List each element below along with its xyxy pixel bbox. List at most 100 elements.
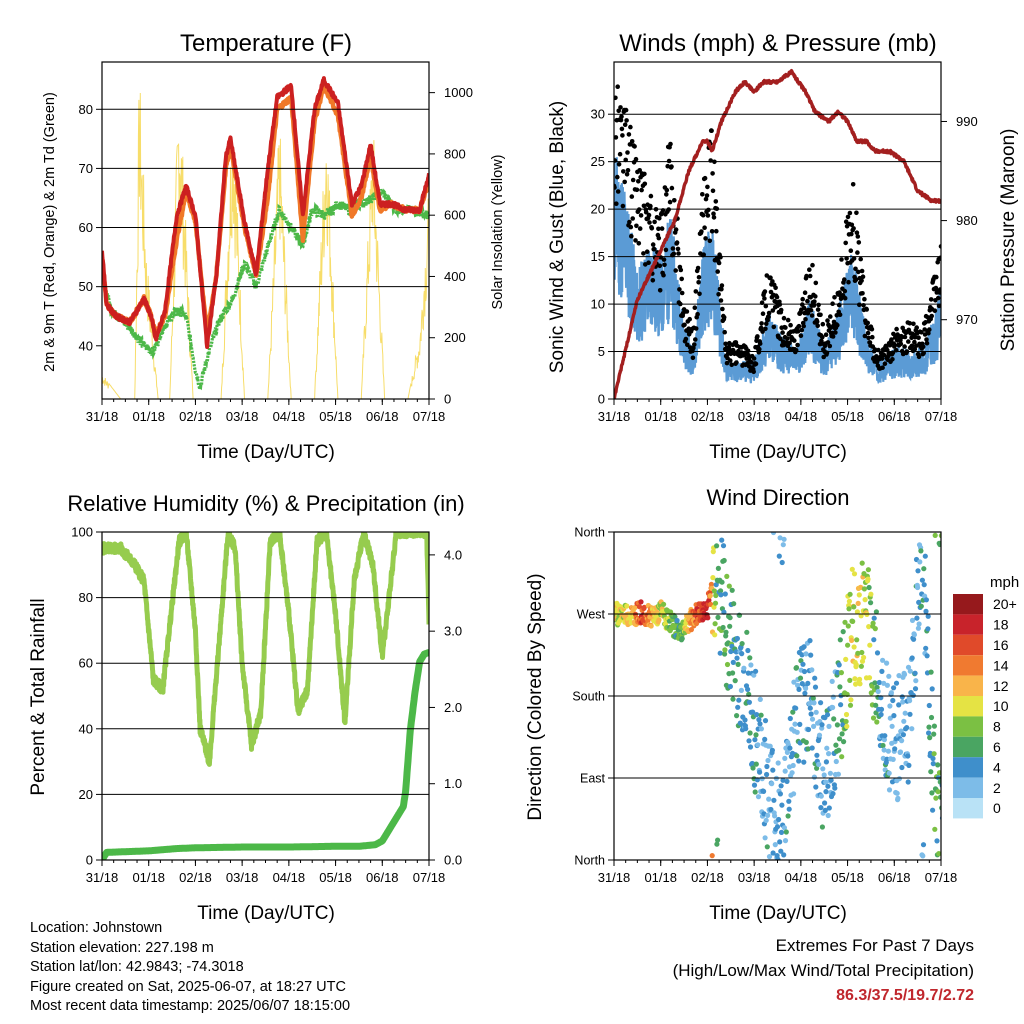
gust-point [706,207,711,213]
direction-point [736,612,743,618]
direction-point [926,724,932,730]
gust-point [614,185,617,190]
speed-legend-label: 16 [993,637,1009,653]
gust-point [768,275,773,281]
gust-point [648,193,654,199]
direction-ytick-label: East [580,772,606,786]
temperature-plot-area [102,76,429,399]
direction-point [878,706,885,713]
gust-point [623,107,629,113]
gust-point [713,199,719,204]
speed-legend-label: 20+ [993,596,1017,612]
direction-xtick-label: 03/18 [738,870,771,885]
direction-point [780,777,786,783]
direction-point [787,745,793,751]
direction-point [888,690,895,696]
direction-point [859,649,865,656]
gust-point [846,279,851,285]
direction-point [910,692,916,699]
gust-point [833,330,838,335]
speed-legend: mph 20+ 18 16 14 12 10 8 6 4 2 0 [953,574,1019,819]
direction-point [782,768,788,774]
gust-point [679,276,684,282]
gust-point [823,332,829,338]
gust-point [894,326,899,332]
direction-point [812,684,819,690]
direction-point [830,704,836,711]
direction-point [757,721,763,727]
gust-point [650,242,656,247]
gust-point [723,341,728,347]
gust-point [664,192,669,197]
speed-legend-label: 14 [993,657,1009,673]
dewpoint-line [102,185,429,391]
direction-point [753,732,759,738]
gust-point [843,219,849,224]
direction-point [835,669,841,676]
direction-point [866,584,872,591]
direction-point [855,650,861,656]
winds-ytick-right-label: 990 [956,114,978,129]
humidity-ytick-right-label: 1.0 [444,776,462,791]
gust-point [815,323,820,329]
direction-point [930,761,936,767]
gust-point [800,302,805,307]
direction-point [913,678,919,684]
direction-point [830,791,836,797]
gust-point [651,246,657,252]
direction-point [839,731,845,737]
direction-xtick-label: 02/18 [691,870,724,885]
direction-point [922,553,928,559]
temperature-xtick-label: 05/18 [319,409,352,424]
direction-point [899,694,905,700]
gust-point [648,203,653,209]
temperature-ytick-right-label: 400 [444,269,466,284]
speed-legend-swatch [953,798,983,819]
direction-point [846,606,852,612]
direction-point [854,609,861,615]
humidity-ytick-label: 20 [79,787,93,802]
direction-point [808,711,814,717]
direction-point [851,604,857,610]
direction-point [758,726,765,732]
direction-point [714,841,720,847]
gust-point [916,354,922,360]
gust-point [692,305,698,311]
direction-xtick-label: 07/18 [925,870,958,885]
speed-legend-swatch [953,716,983,737]
direction-point [890,756,896,763]
direction-point [890,697,896,704]
gust-point [849,222,855,228]
direction-point [930,807,936,813]
precipitation-line [102,649,429,860]
direction-point [805,726,812,733]
humidity-xtick-label: 03/18 [226,870,259,885]
gust-point [615,174,620,180]
direction-point [791,679,797,685]
humidity-ytick-label: 80 [79,590,93,605]
direction-point [661,601,667,607]
direction-xtick-label: 31/18 [598,870,631,885]
gust-point [753,361,759,367]
direction-xtick-label: 04/18 [785,870,818,885]
speed-legend-swatch [953,777,983,798]
direction-point [710,575,716,581]
gust-point [734,360,739,365]
gust-point [622,122,628,127]
gust-point [778,336,783,342]
gust-point [703,196,709,202]
temperature-ytick-label: 40 [79,338,93,353]
direction-point [829,678,835,685]
direction-ytick-label: South [572,690,605,704]
direction-point [871,615,877,621]
direction-point [721,609,727,615]
direction-point [923,645,929,651]
direction-point [784,778,790,785]
direction-point [866,675,873,681]
gust-point [646,212,652,218]
direction-point [880,657,886,663]
gust-point [869,326,875,332]
direction-point [881,737,888,743]
direction-ylabel-left: Direction (Colored By Speed) [525,573,546,820]
winds-ytick-label: 15 [591,249,605,264]
